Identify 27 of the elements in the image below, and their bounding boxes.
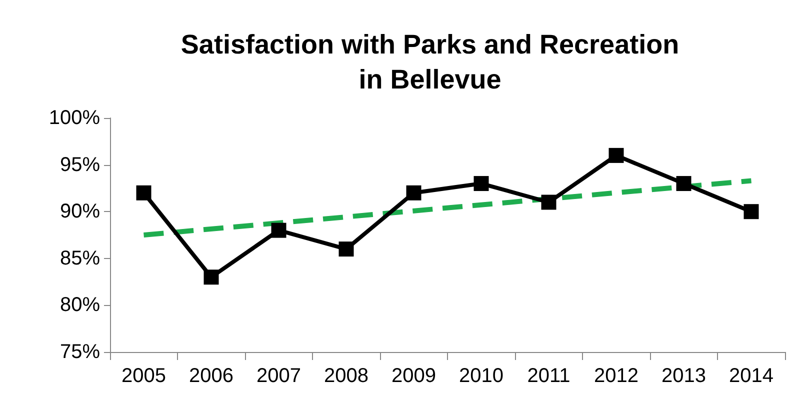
x-tick-label: 2012 xyxy=(594,365,638,387)
point xyxy=(204,270,219,285)
y-tick-label: 100% xyxy=(48,107,100,129)
point xyxy=(406,185,422,200)
x-tick-label: 2005 xyxy=(122,365,166,387)
point xyxy=(136,185,152,200)
y-tick-label: 95% xyxy=(60,154,100,176)
point xyxy=(541,194,556,210)
point xyxy=(271,222,286,238)
x-tick-label: 2014 xyxy=(729,365,774,387)
point xyxy=(338,242,354,257)
point xyxy=(676,176,692,192)
point xyxy=(474,176,489,192)
y-tick-label: 80% xyxy=(60,294,100,316)
point xyxy=(744,204,759,220)
x-tick-label: 2008 xyxy=(324,365,368,387)
x-tick-label: 2010 xyxy=(459,365,504,387)
x-tick-label: 2009 xyxy=(392,365,436,387)
chart-title: Satisfaction with Parks and Recreation in Bellevue xyxy=(180,30,680,94)
x-tick-label: 2006 xyxy=(189,365,234,387)
y-tick-label: 75% xyxy=(60,341,100,363)
x-tick-label: 2011 xyxy=(527,365,570,387)
x-tick-label: 2013 xyxy=(662,365,706,387)
point xyxy=(608,148,624,163)
y-tick-label: 90% xyxy=(60,200,100,223)
y-tick-label: 85% xyxy=(60,247,100,270)
x-tick-label: 2007 xyxy=(256,365,301,387)
